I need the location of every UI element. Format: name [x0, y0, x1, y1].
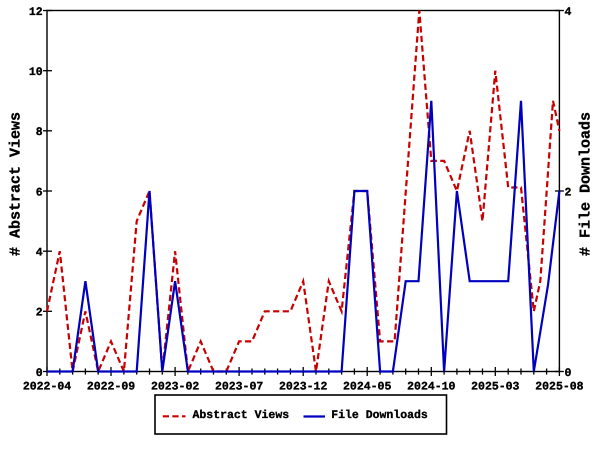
svg-text:4: 4 [565, 6, 572, 19]
svg-text:# File Downloads: # File Downloads [578, 112, 595, 256]
svg-text:2022-04: 2022-04 [23, 381, 71, 394]
svg-text:0: 0 [565, 367, 572, 380]
svg-text:2022-09: 2022-09 [87, 381, 135, 394]
svg-text:8: 8 [36, 126, 43, 139]
svg-text:2023-02: 2023-02 [151, 381, 199, 394]
svg-text:2025-08: 2025-08 [535, 381, 583, 394]
svg-text:File Downloads: File Downloads [331, 409, 428, 422]
svg-text:10: 10 [29, 66, 43, 79]
svg-text:12: 12 [29, 6, 43, 19]
svg-text:2024-05: 2024-05 [343, 381, 391, 394]
svg-text:2023-07: 2023-07 [215, 381, 263, 394]
svg-text:2023-12: 2023-12 [279, 381, 327, 394]
svg-text:2: 2 [565, 186, 572, 199]
svg-text:2024-10: 2024-10 [407, 381, 455, 394]
svg-text:# Abstract Views: # Abstract Views [7, 112, 24, 256]
svg-text:6: 6 [36, 186, 43, 199]
svg-text:4: 4 [36, 247, 43, 260]
svg-text:2025-03: 2025-03 [471, 381, 519, 394]
svg-text:Abstract Views: Abstract Views [193, 409, 290, 422]
svg-text:0: 0 [36, 367, 43, 380]
svg-text:2: 2 [36, 307, 43, 320]
